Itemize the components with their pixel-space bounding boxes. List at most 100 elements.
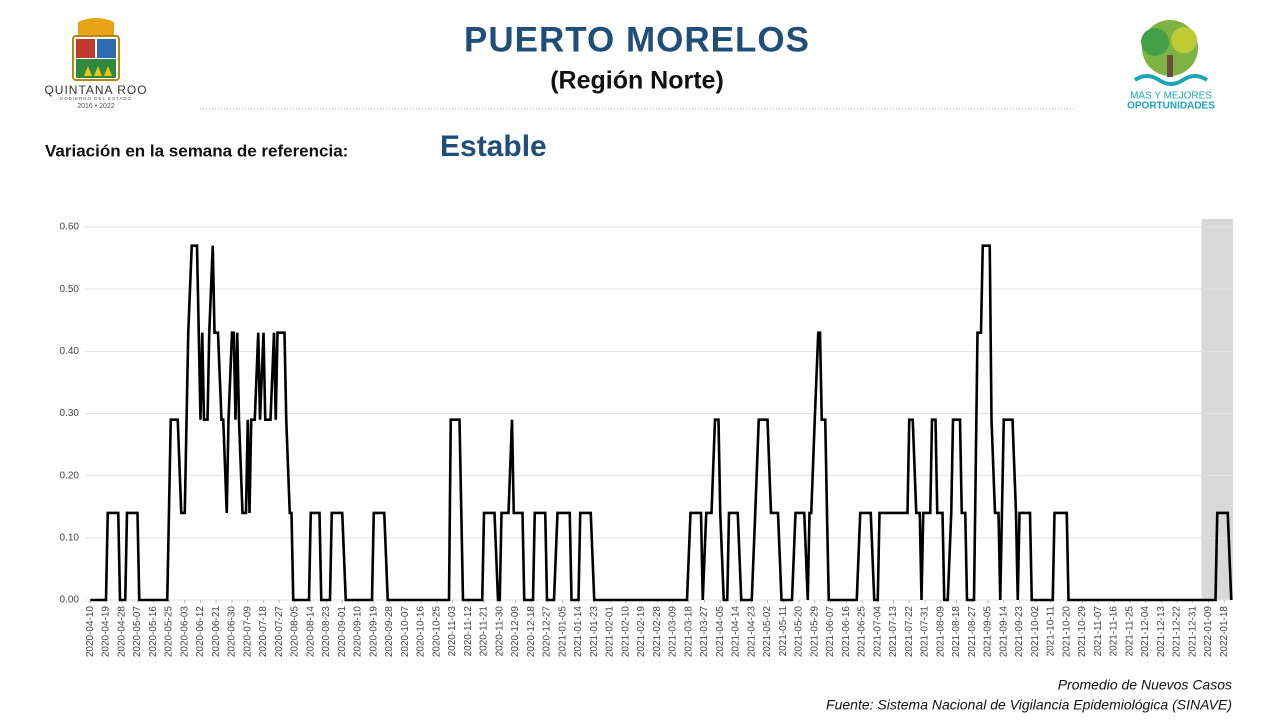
logo-tree (1171, 27, 1197, 53)
x-tick-label: 2022-01-18 (1219, 606, 1230, 658)
logo-tree (1141, 28, 1169, 56)
x-tick-label: 2020-12-18 (526, 606, 537, 658)
x-tick-label: 2021-07-22 (904, 606, 915, 658)
x-tick-label: 2020-10-16 (416, 606, 427, 658)
x-tick-label: 2020-12-27 (542, 606, 553, 658)
x-tick-label: 2021-05-11 (778, 606, 789, 657)
x-tick-label: 2021-09-05 (983, 606, 994, 658)
x-tick-label: 2020-07-18 (258, 606, 269, 658)
x-tick-label: 2021-12-31 (1187, 606, 1198, 658)
x-tick-label: 2021-03-09 (668, 606, 679, 658)
legend-label: Promedio de Nuevos Casos (1058, 677, 1232, 693)
x-tick-label: 2021-02-28 (652, 606, 663, 658)
x-tick-label: 2021-11-16 (1109, 606, 1120, 657)
x-tick-label: 2020-09-19 (368, 606, 379, 658)
x-tick-label: 2021-06-07 (825, 606, 836, 658)
y-tick-label: 0.10 (60, 532, 80, 543)
x-tick-label: 2021-03-18 (683, 606, 694, 658)
x-tick-label: 2021-05-02 (762, 606, 773, 658)
x-tick-label: 2020-05-25 (164, 606, 175, 658)
x-tick-label: 2020-06-03 (179, 606, 190, 658)
x-tick-label: 2020-12-09 (510, 606, 521, 658)
subtitle: (Región Norte) (550, 67, 724, 95)
x-tick-label: 2021-12-22 (1172, 606, 1183, 658)
x-tick-label: 2020-11-30 (494, 606, 505, 657)
x-tick-label: 2021-01-14 (573, 606, 584, 658)
logo-triangles (84, 66, 112, 76)
x-tick-label: 2020-07-27 (274, 606, 285, 658)
logo-text: MÁS Y MEJORES (1130, 89, 1212, 102)
x-tick-label: 2020-08-05 (290, 606, 301, 658)
right-logo (1133, 20, 1209, 86)
x-tick-label: 2020-06-21 (211, 606, 222, 658)
x-tick-label: 2021-01-23 (589, 606, 600, 658)
x-tick-label: 2021-02-19 (636, 606, 647, 658)
x-tick-label: 2021-07-31 (920, 606, 931, 658)
x-tick-label: 2021-06-16 (841, 606, 852, 658)
x-tick-label: 2021-11-25 (1124, 606, 1135, 657)
x-tick-label: 2021-08-18 (951, 606, 962, 658)
x-tick-label: 2021-06-25 (857, 606, 868, 658)
logo-trunk (1167, 55, 1173, 77)
x-tick-label: 2020-09-10 (353, 606, 364, 658)
x-tick-label: 2020-09-01 (337, 606, 348, 658)
logo-quarter (97, 39, 116, 58)
x-tick-label: 2020-10-25 (431, 606, 442, 658)
x-tick-label: 2020-05-07 (132, 606, 143, 658)
logo-text: 2016 • 2022 (77, 103, 115, 110)
x-tick-label: 2021-02-10 (620, 606, 631, 658)
x-tick-label: 2021-04-14 (731, 606, 742, 658)
y-tick-label: 0.00 (60, 595, 80, 606)
logo-text: OPORTUNIDADES (1127, 101, 1215, 112)
x-tick-label: 2020-11-03 (447, 606, 458, 657)
logo-wave (1133, 74, 1209, 86)
x-tick-label: 2020-06-12 (195, 606, 206, 658)
x-tick-label: 2020-04-10 (85, 606, 96, 658)
x-tick-label: 2021-07-13 (888, 606, 899, 658)
x-tick-label: 2021-09-14 (998, 606, 1009, 658)
y-tick-label: 0.50 (60, 284, 80, 295)
x-tick-label: 2020-07-09 (242, 606, 253, 658)
x-tick-label: 2020-09-28 (384, 606, 395, 658)
x-tick-label: 2020-04-19 (101, 606, 112, 658)
y-tick-label: 0.60 (60, 222, 80, 233)
x-tick-label: 2020-11-12 (463, 606, 474, 657)
x-tick-label: 2020-06-30 (227, 606, 238, 658)
status-value: Estable (440, 130, 547, 163)
x-tick-label: 2021-08-27 (967, 606, 978, 658)
x-tick-label: 2021-11-07 (1093, 606, 1104, 657)
x-tick-label: 2021-10-29 (1077, 606, 1088, 658)
x-tick-label: 2021-04-23 (746, 606, 757, 658)
y-tick-label: 0.40 (60, 346, 80, 357)
logo-sun (78, 18, 114, 38)
x-tick-label: 2021-05-20 (794, 606, 805, 658)
x-tick-label: 2021-03-27 (699, 606, 710, 658)
x-tick-label: 2021-10-11 (1046, 606, 1057, 657)
logo-quarter (76, 39, 95, 58)
data-line (90, 244, 1233, 602)
x-tick-label: 2021-09-23 (1014, 606, 1025, 658)
x-tick-label: 2021-10-20 (1061, 606, 1072, 658)
x-tick-label: 2021-07-04 (872, 606, 883, 658)
x-tick-label: 2020-11-21 (479, 606, 490, 657)
x-tick-label: 2021-10-02 (1030, 606, 1041, 658)
x-tick-label: 2021-02-01 (605, 606, 616, 658)
x-tick-label: 2020-05-16 (148, 606, 159, 658)
x-tick-label: 2021-12-04 (1140, 606, 1151, 658)
logo-text: GOBIERNO DEL ESTADO (60, 96, 133, 101)
x-tick-label: 2022-01-09 (1203, 606, 1214, 658)
x-tick-label: 2021-12-13 (1156, 606, 1167, 658)
logo-text: QUINTANA ROO (44, 83, 147, 97)
title: PUERTO MORELOS (464, 20, 810, 59)
status-label: Variación en la semana de referencia: (45, 141, 348, 160)
x-tick-label: 2020-04-28 (116, 606, 127, 658)
x-tick-label: 2020-10-07 (400, 606, 411, 658)
x-tick-label: 2020-08-23 (321, 606, 332, 658)
x-tick-label: 2021-05-29 (809, 606, 820, 658)
source: Fuente: Sistema Nacional de Vigilancia E… (826, 697, 1232, 713)
x-tick-label: 2020-08-14 (305, 606, 316, 658)
y-tick-label: 0.20 (60, 470, 80, 481)
x-tick-label: 2021-08-09 (935, 606, 946, 658)
left-logo (72, 18, 120, 81)
